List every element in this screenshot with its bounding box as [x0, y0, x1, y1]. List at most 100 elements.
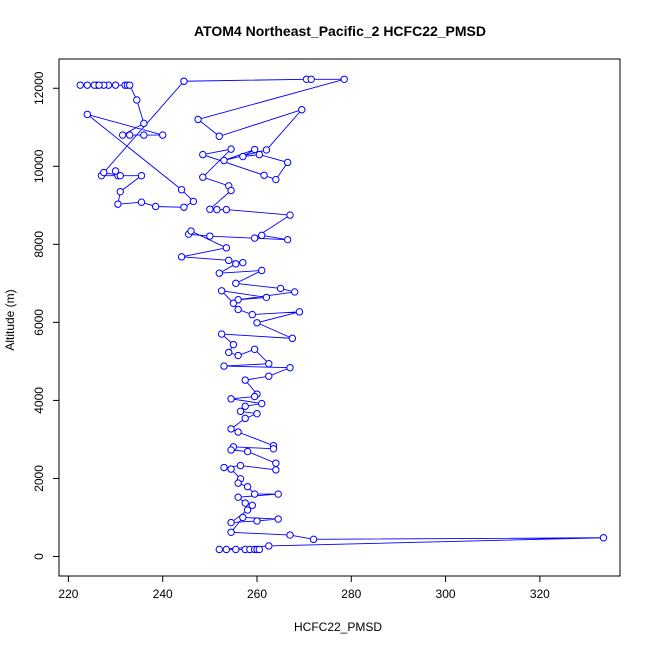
data-point [234, 493, 242, 501]
data-point [151, 202, 160, 211]
data-point [234, 428, 242, 436]
data-point [206, 232, 214, 240]
data-point [116, 187, 124, 196]
data-point [599, 534, 608, 542]
x-axis-label: HCFC22_PMSD [294, 620, 382, 634]
data-point [250, 392, 259, 401]
data-point [269, 445, 278, 453]
data-point [229, 299, 238, 307]
data-point [222, 244, 231, 252]
data-point [253, 517, 261, 525]
data-point [234, 305, 242, 314]
data-point [248, 310, 256, 319]
data-point [126, 81, 134, 89]
data-point [225, 348, 233, 357]
data-point [274, 490, 282, 498]
data-point [291, 288, 299, 296]
data-point [222, 545, 231, 554]
data-point [140, 131, 148, 139]
data-point [189, 197, 198, 206]
data-point [180, 203, 188, 211]
data-point [126, 131, 134, 139]
data-point [272, 175, 280, 184]
x-tick-label: 280 [341, 587, 361, 601]
data-point [239, 258, 247, 267]
data-point [283, 235, 292, 244]
y-axis-label: Altitude (m) [3, 289, 17, 350]
data-point [250, 145, 259, 154]
data-point [227, 395, 235, 403]
data-point [111, 167, 120, 175]
data-point [243, 482, 252, 491]
data-point [283, 158, 292, 167]
series-line-group [80, 78, 604, 550]
data-point [227, 446, 235, 454]
data-point [239, 152, 247, 161]
data-point [217, 287, 226, 295]
data-point [255, 150, 264, 159]
data-point [83, 110, 91, 119]
data-point [180, 77, 188, 85]
data-point [194, 115, 202, 124]
data-point [137, 171, 146, 180]
x-tick-label: 220 [58, 587, 78, 601]
y-tick-label: 2000 [32, 465, 46, 492]
data-point [234, 479, 242, 487]
data-point [260, 171, 268, 179]
data-point [95, 81, 103, 89]
data-point [227, 145, 235, 153]
data-point [222, 205, 231, 214]
y-tick-label: 10000 [32, 149, 46, 183]
data-point [286, 531, 294, 539]
chart-title: ATOM4 Northeast_Pacific_2 HCFC22_PMSD [194, 23, 486, 39]
data-point [116, 171, 124, 180]
data-point [225, 256, 233, 265]
data-point [83, 81, 91, 89]
y-tick-label: 0 [32, 553, 46, 560]
data-point [243, 506, 252, 514]
data-point [199, 150, 207, 159]
data-point [295, 308, 304, 316]
data-point [262, 146, 271, 154]
data-point [114, 200, 122, 208]
data-point [215, 269, 223, 277]
data-point [248, 501, 256, 510]
data-point [199, 173, 207, 181]
data-point [309, 535, 318, 544]
data-point [253, 319, 261, 327]
data-point [232, 279, 240, 288]
data-point [276, 284, 285, 293]
data-point [227, 425, 235, 433]
data-point [298, 106, 306, 114]
data-point [215, 545, 223, 554]
y-axis: 0 2000 4000 6000 8000 10000 12000 [32, 71, 60, 560]
x-axis: 220 240 260 280 300 320 [58, 575, 550, 601]
data-point [258, 399, 266, 408]
y-tick-label: 8000 [32, 231, 46, 258]
data-point [265, 360, 273, 368]
data-point [229, 340, 238, 349]
data-point [227, 518, 235, 527]
data-point [272, 466, 280, 474]
data-point [227, 528, 235, 536]
data-point [250, 345, 259, 354]
y-tick-label: 12000 [32, 71, 46, 105]
data-point [262, 293, 271, 302]
data-point [272, 459, 280, 467]
data-point [250, 234, 259, 242]
data-point [258, 266, 266, 275]
data-point [220, 362, 228, 370]
x-tick-label: 320 [530, 587, 550, 601]
data-point [140, 119, 148, 128]
data-point [265, 372, 273, 380]
data-point [232, 260, 240, 268]
data-point [307, 75, 315, 83]
data-point [215, 132, 223, 140]
data-point [288, 334, 297, 343]
data-point [274, 515, 282, 523]
data-point [118, 131, 127, 139]
data-point [243, 447, 252, 456]
data-point [232, 545, 240, 554]
data-point [241, 414, 249, 423]
data-point [241, 402, 249, 410]
